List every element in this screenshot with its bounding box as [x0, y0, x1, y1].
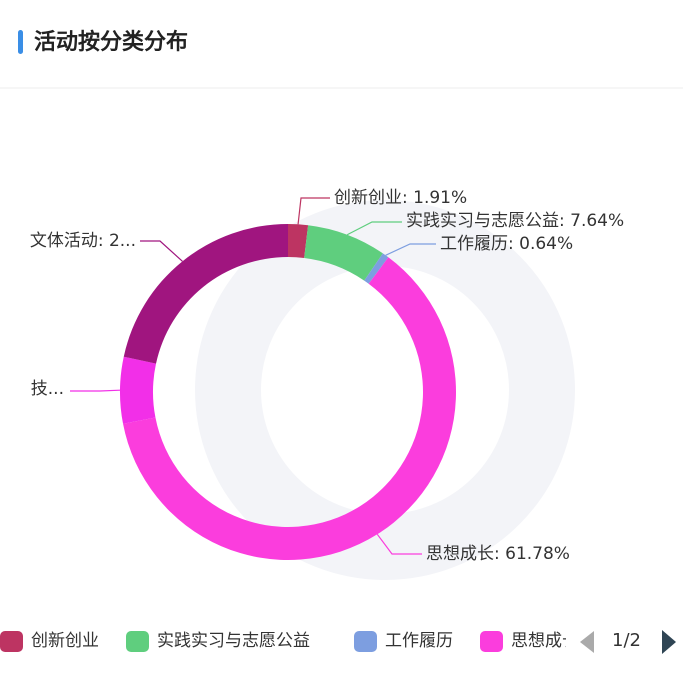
- donut-segment: [364, 253, 389, 284]
- donut-segment: [288, 224, 309, 258]
- leader-line: [385, 243, 436, 256]
- donut-segment: [120, 356, 157, 424]
- data-label: 技...: [31, 379, 64, 399]
- legend: 创新创业 实践实习与志愿公益 工作履历 思想成长: [0, 631, 579, 652]
- donut-segment: [123, 224, 289, 364]
- card-title: 活动按分类分布: [34, 29, 188, 55]
- legend-label: 工作履历: [385, 631, 453, 651]
- prev-page[interactable]: [580, 631, 594, 653]
- legend-page: 1/2: [612, 630, 641, 651]
- data-label: 创新创业: 1.91%: [334, 188, 467, 208]
- donut-chart: 创新创业: 1.91% 实践实习与志愿公益: 7.64% 工作履历: 0.64% 思想…: [30, 188, 624, 564]
- data-label: 思想成长: 61.78%: [426, 544, 570, 564]
- donut-segment: [304, 225, 383, 281]
- background-ring: [195, 200, 575, 580]
- leader-line: [346, 221, 402, 236]
- title-accent: [18, 30, 23, 54]
- legend-swatch: [480, 631, 503, 652]
- legend-swatch: [0, 631, 23, 652]
- data-label: 实践实习与志愿公益: 7.64%: [406, 211, 624, 231]
- legend-label: 创新创业: [31, 631, 99, 651]
- legend-swatch: [126, 631, 149, 652]
- next-page[interactable]: [662, 630, 676, 654]
- leader-line: [140, 240, 183, 262]
- leader-line: [376, 533, 422, 555]
- leader-line: [297, 197, 330, 225]
- legend-swatch: [354, 631, 377, 652]
- data-label: 工作履历: 0.64%: [440, 234, 573, 254]
- data-label: 文体活动: 2...: [30, 231, 136, 251]
- legend-label: 思想成长: [511, 631, 579, 651]
- legend-label: 实践实习与志愿公益: [157, 631, 310, 651]
- leader-line: [70, 389, 121, 392]
